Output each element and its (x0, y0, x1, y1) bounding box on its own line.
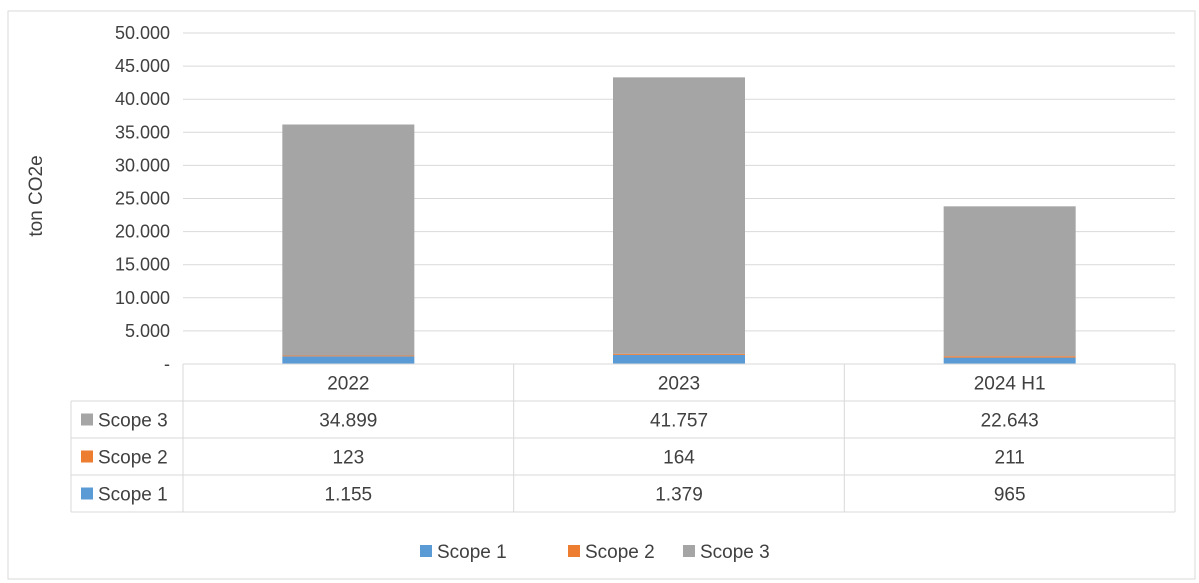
y-tick-label: 45.000 (115, 56, 170, 76)
bar-scope-3 (943, 206, 1076, 357)
y-tick-label: 10.000 (115, 288, 170, 308)
y-tick-label: - (164, 354, 170, 374)
y-tick-label: 40.000 (115, 89, 170, 109)
x-category-label: 2023 (658, 374, 700, 395)
table-cell-value: 211 (995, 448, 1025, 469)
table-cell-value: 965 (994, 485, 1026, 506)
bar-scope-1 (943, 357, 1076, 364)
legend-key (568, 545, 580, 557)
y-tick-label: 5.000 (125, 321, 170, 341)
table-row-label: Scope 1 (98, 485, 168, 506)
legend-key (683, 545, 695, 557)
y-tick-label: 35.000 (115, 122, 170, 142)
y-axis-label: ton CO2e (26, 155, 47, 236)
legend-label: Scope 2 (585, 542, 655, 563)
legend-label: Scope 3 (700, 542, 770, 563)
x-category-label: 2022 (327, 374, 369, 395)
table-legend-key (81, 487, 93, 500)
legend-key (420, 545, 432, 557)
table-legend-key (81, 450, 93, 463)
bar-scope-2 (613, 353, 745, 355)
legend: Scope 1 Scope 2 Scope 3 (420, 542, 770, 563)
bar-scope-1 (613, 354, 745, 364)
table-cell-value: 41.757 (650, 411, 708, 432)
y-tick-label: 30.000 (115, 155, 170, 175)
bar-scope-3 (613, 77, 745, 354)
y-axis-ticks: - 5.000 10.000 15.000 20.000 25.000 30.000 35.0… (115, 23, 170, 374)
y-tick-label: 50.000 (115, 23, 170, 43)
data-table: 2022 2023 2024 H1 Scope 3 34.899 41.757 22.643… (70, 363, 1176, 513)
bars (282, 77, 1076, 364)
y-tick-label: 25.000 (115, 189, 170, 209)
table-cell-value: 22.643 (981, 411, 1039, 432)
bar-scope-2 (943, 356, 1076, 358)
table-cell-value: 164 (663, 448, 695, 469)
legend-label: Scope 1 (437, 542, 507, 563)
table-cell-value: 34.899 (319, 411, 377, 432)
table-cell-value: 1.155 (325, 485, 373, 506)
table-cell-value: 1.379 (655, 485, 703, 506)
table-row-label: Scope 3 (98, 411, 168, 432)
y-tick-label: 15.000 (115, 255, 170, 275)
table-cell-value: 123 (332, 448, 364, 469)
table-legend-key (81, 413, 93, 426)
table-row-label: Scope 2 (98, 448, 168, 469)
y-tick-label: 20.000 (115, 222, 170, 242)
bar-scope-2 (282, 355, 415, 357)
bar-scope-1 (282, 356, 415, 364)
x-category-label: 2024 H1 (974, 374, 1046, 395)
bar-scope-3 (282, 124, 415, 356)
